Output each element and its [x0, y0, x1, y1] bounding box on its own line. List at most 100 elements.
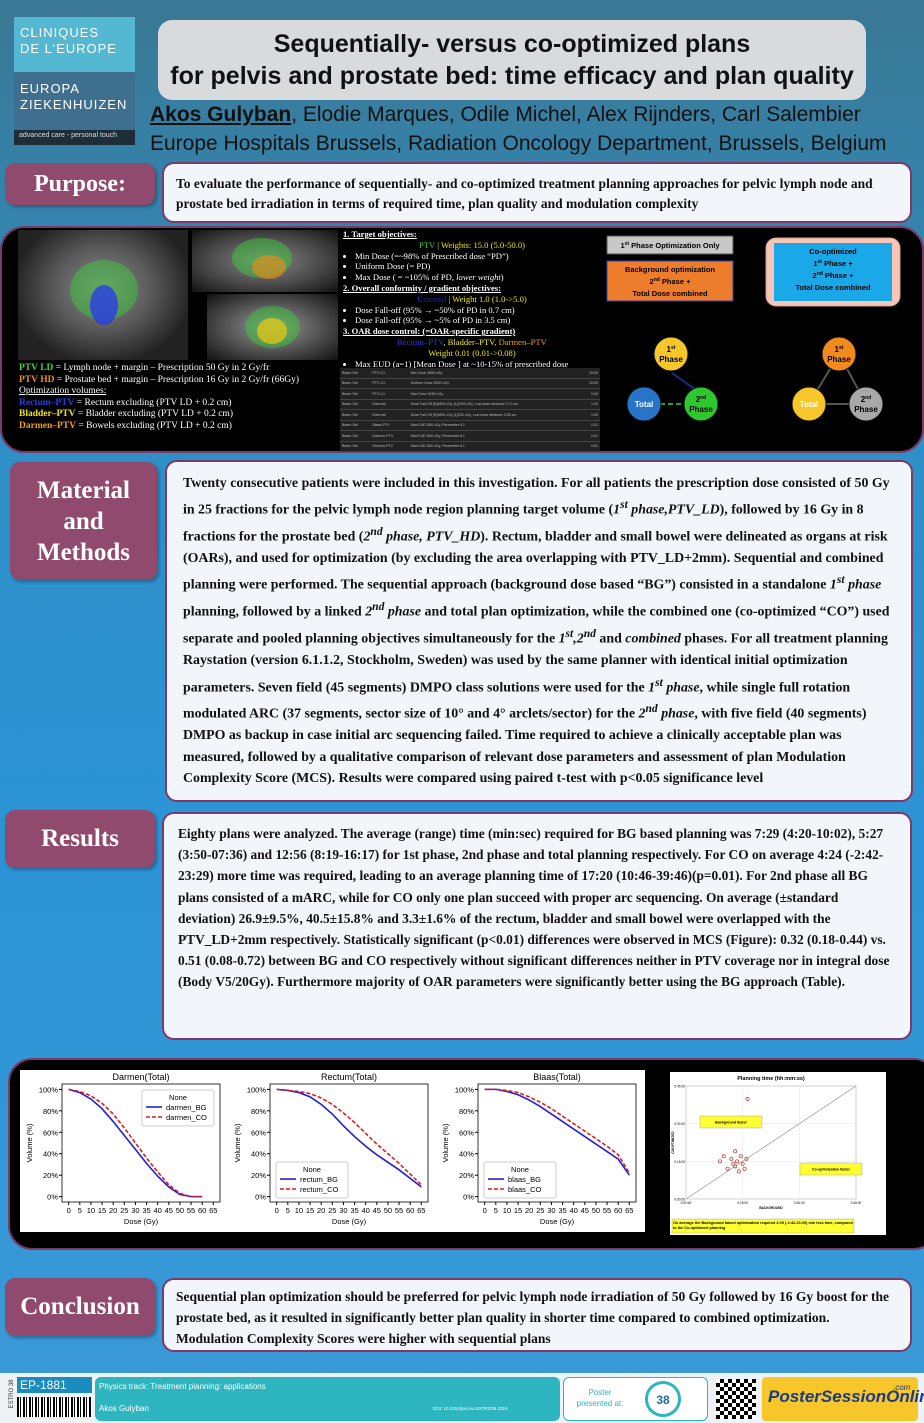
setup-panel: PTV LD = Lymph node + margin – Prescript… — [0, 226, 924, 453]
y-tick-label: 100% — [455, 1085, 475, 1094]
table-cell: Beam Set — [340, 409, 371, 421]
text-run: st — [565, 627, 574, 641]
legend-title: None — [511, 1165, 529, 1174]
text-run: phase — [384, 604, 422, 620]
volume-desc: = Prostate bed + margin – Prescription 1… — [54, 374, 300, 385]
qr-code — [716, 1379, 756, 1419]
x-tick-label: 0:30:00 — [794, 1201, 805, 1205]
table-cell: Beam Set — [340, 430, 371, 442]
legend-label: rectum_BG — [300, 1175, 338, 1184]
flow-text: 2nd Phase + — [650, 277, 692, 286]
table-cell: Max EUD 800 cGy, Parameter A 1 — [408, 441, 581, 452]
table-cell: Dose Fall-Off [H]4800 cGy [L]200 cGy, Lo… — [408, 409, 581, 421]
table-cell: Min Dose 4850 cGy — [408, 368, 581, 379]
series-line — [68, 1088, 203, 1198]
brand-box — [762, 1377, 918, 1421]
x-tick-label: 60 — [614, 1206, 622, 1215]
table-row: Beam Set External Dose Fall-Off [H]4800 cG… — [340, 399, 600, 410]
flow-node — [683, 386, 719, 422]
x-tick-label: 15 — [98, 1206, 106, 1215]
text-run: phase,PTV_LD — [627, 502, 720, 518]
objective: Max Dose ( = ~105% of PD, lower weight) — [355, 272, 601, 283]
x-tick-label: 5 — [286, 1206, 290, 1215]
plot-frame — [61, 1083, 221, 1203]
logo-line: DE L’EUROPE — [20, 41, 117, 56]
point — [742, 1166, 747, 1171]
weight: | Weight 1.0 (1.0->5.0) — [446, 293, 527, 304]
superscript: nd — [372, 600, 384, 613]
volume-desc: = Bowels excluding (PTV LD + 0.2 cm) — [76, 420, 232, 431]
table-cell: PTV LD — [370, 368, 409, 379]
x-tick-label: 10 — [503, 1206, 511, 1215]
legend-row: PTV HD = Prostate bed + margin – Prescri… — [19, 375, 339, 387]
affiliation: Europe Hospitals Brussels, Radiation Onc… — [150, 132, 887, 155]
objective-part: Max Dose ( = ~105% of PD, — [355, 272, 457, 283]
x-tick-label: 30 — [131, 1206, 139, 1215]
x-tick-label: 55 — [395, 1206, 403, 1215]
objective: Max EUD (a=1) [Mean Dose ] at ~10-15% of… — [355, 359, 601, 370]
text-run: st — [620, 498, 628, 512]
flow-box — [606, 235, 734, 255]
conclusion-text: Sequential plan optimization should be p… — [162, 1278, 912, 1352]
flow-box — [606, 260, 734, 302]
flow-text-part: st — [625, 241, 630, 247]
objective-volume: Darmen–PTV — [498, 336, 547, 347]
flow-text-part: 2 — [813, 271, 817, 280]
flow-text-part: Phase Optimization Only — [629, 241, 720, 250]
objective: Uniform Dose (= PD) — [355, 261, 601, 272]
x-tick-label: 20 — [525, 1206, 533, 1215]
ct-image — [18, 230, 188, 360]
objective-volume: Bladder–PTV — [447, 336, 495, 347]
node-label: 2nd — [696, 395, 707, 404]
volume-name: PTV HD — [19, 374, 55, 385]
table-cell: Beam Set — [340, 399, 371, 410]
flow-box — [774, 243, 892, 301]
text-run: 1 — [558, 631, 566, 647]
identity-line — [685, 1085, 857, 1200]
x-tick-label: 10 — [87, 1206, 95, 1215]
x-tick-label: 50 — [384, 1206, 392, 1215]
text-run: nd — [370, 525, 383, 539]
point — [735, 1159, 740, 1164]
x-tick-label: 35 — [558, 1206, 566, 1215]
objective-weight: PTV | Weights: 15.0 (5.0-50.0) — [343, 240, 601, 251]
text-run: phase — [662, 680, 700, 696]
x-tick-label: 45 — [373, 1206, 381, 1215]
point — [745, 1097, 750, 1102]
node-part: 1 — [835, 345, 840, 354]
text-run: Twenty consecutive patients were include… — [183, 476, 890, 518]
plot-frame — [477, 1083, 637, 1203]
table-cell: Max EUD 800 cGy, Parameter A 1 — [408, 420, 581, 431]
methods-text: Twenty consecutive patients were include… — [165, 460, 913, 802]
text-run: ,2 — [573, 631, 584, 647]
track: Physics track: Treatment planning: appli… — [99, 1382, 266, 1391]
flowchart: 1st Phase Optimization Only Background o… — [606, 235, 901, 422]
y-axis-label: COOPTIMIZED — [671, 1131, 675, 1154]
label-line: Methods — [36, 538, 131, 566]
volume-legend: PTV LD = Lymph node + margin – Prescript… — [19, 363, 339, 432]
track-box — [95, 1377, 560, 1421]
x-tick-label: 15 — [514, 1206, 522, 1215]
objective-list: Max EUD (a=1) [Mean Dose ] at ~10-15% of… — [343, 359, 601, 370]
ct-contour — [252, 255, 286, 279]
node-part: st — [671, 345, 676, 351]
node-label: Phase — [854, 405, 878, 414]
y-tick-label: 20% — [459, 1171, 474, 1180]
volume-name: PTV LD — [19, 363, 54, 373]
legend-label: blaas_BG — [508, 1175, 541, 1184]
y-tick-label: 40% — [43, 1150, 58, 1159]
node-label: Phase — [659, 355, 683, 364]
volume-name: Bladder–PTV — [19, 409, 76, 419]
weight: Weight 0.01 (0.01->0.08) — [428, 347, 516, 358]
objective: Dose Fall-off (95% → ~50% of PD in 0.7 c… — [355, 305, 601, 316]
x-tick-label: 60 — [198, 1206, 206, 1215]
point — [744, 1156, 749, 1161]
objective: Min Dose (=~98% of Prescribed dose “PD”) — [355, 251, 601, 262]
ct-image — [192, 230, 338, 292]
x-tick-label: 40 — [154, 1206, 162, 1215]
x-tick-label: 60 — [406, 1206, 414, 1215]
x-tick-label: 0:15:00 — [737, 1201, 748, 1205]
table-row: Beam Set PTV LD Uniform Dose 5000 cGy 15.00 — [340, 378, 600, 389]
text-run: phase — [657, 707, 695, 723]
x-axis-label: BACKGROUND — [759, 1206, 783, 1210]
